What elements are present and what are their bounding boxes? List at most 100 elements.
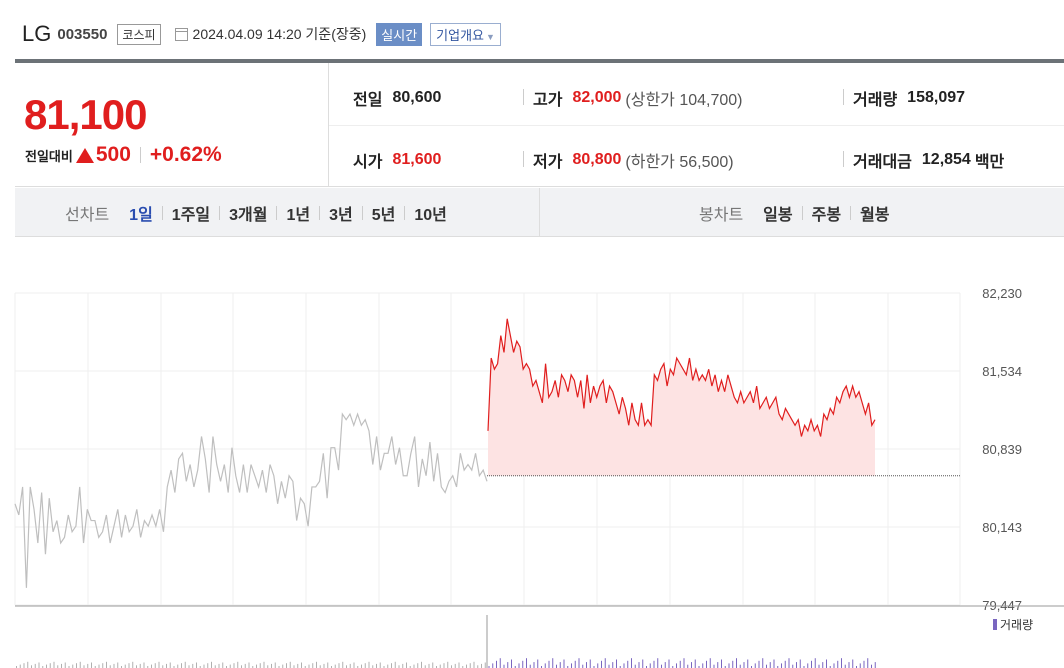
volume-bar — [192, 663, 194, 668]
volume-bar — [668, 659, 670, 668]
volume-bar — [597, 663, 599, 668]
quote-row-1: 전일 80,600 고가 82,000 (상한가 104,700) 거래량 15… — [329, 63, 1064, 126]
market-badge: 코스피 — [117, 23, 161, 45]
period-3y[interactable]: 3년 — [329, 206, 353, 224]
volume-bar — [567, 666, 569, 668]
volume-bar — [638, 662, 640, 668]
volume-bar — [784, 660, 786, 668]
volume-bar — [713, 664, 715, 668]
line-chart-label: 선차트 — [65, 206, 110, 224]
volume-bar — [196, 662, 197, 668]
volume-bar — [143, 662, 145, 668]
volume-bar — [526, 658, 527, 668]
volume-bar — [871, 664, 872, 668]
line-chart-options: 선차트 1일 1주일 3개월 1년 3년 5년 10년 — [65, 188, 447, 237]
volume-bar — [323, 663, 325, 668]
volume-bar — [822, 662, 824, 668]
volume-bar — [49, 663, 51, 668]
volume-bar — [563, 659, 565, 668]
volume-bar — [117, 662, 119, 668]
volume-bar — [61, 663, 62, 668]
volume-bar — [214, 665, 216, 668]
volume-bar — [338, 663, 340, 668]
candle-monthly[interactable]: 월봉 — [860, 206, 890, 224]
amount-value: 12,854 — [921, 151, 971, 168]
volume-bar — [766, 664, 767, 668]
volume-bar — [762, 658, 764, 668]
company-overview-dropdown[interactable]: 기업개요 ▼ — [430, 22, 501, 46]
volume-bar — [796, 662, 797, 668]
volume-bar — [124, 664, 126, 668]
up-triangle-icon — [75, 147, 94, 163]
volume-bar — [57, 665, 59, 668]
volume-bar — [203, 664, 205, 668]
volume-bar — [79, 661, 81, 668]
volume-bar — [346, 665, 347, 668]
volume-bar — [98, 664, 100, 668]
volume-bar — [533, 662, 535, 668]
period-1d[interactable]: 1일 — [129, 206, 153, 224]
volume-bar — [447, 661, 449, 668]
y-tick-label: 80,839 — [982, 442, 1022, 457]
volume-bar — [286, 663, 287, 668]
candle-weekly[interactable]: 주봉 — [811, 206, 842, 224]
volume-bar — [736, 658, 737, 668]
volume-bar — [574, 660, 576, 668]
divider — [539, 188, 540, 237]
candle-daily[interactable]: 일봉 — [763, 206, 793, 224]
realtime-button[interactable]: 실시간 — [376, 22, 423, 46]
volume-bar — [469, 663, 471, 668]
today-price-area — [488, 318, 875, 476]
volume-bar — [46, 664, 47, 668]
volume-bar — [211, 661, 212, 668]
volume-bar — [593, 666, 595, 668]
volume-bar — [856, 666, 857, 668]
period-1w[interactable]: 1주일 — [171, 206, 211, 224]
volume-bar — [571, 663, 572, 668]
volume-bar — [147, 666, 149, 668]
volume-bar — [353, 662, 355, 668]
volume-bar — [548, 660, 550, 668]
volume-bar — [128, 663, 130, 668]
volume-bar — [706, 660, 707, 668]
volume-bar — [477, 665, 479, 668]
divider — [404, 205, 406, 220]
lower-limit: (하한가 56,500) — [625, 154, 734, 171]
divider — [843, 151, 844, 167]
volume-bar — [443, 663, 445, 668]
period-10y[interactable]: 10년 — [414, 206, 447, 224]
volume-bar — [522, 660, 524, 668]
volume-bar — [278, 666, 280, 668]
volume-bar — [121, 666, 122, 668]
volume-bar — [53, 661, 55, 668]
volume-swatch — [993, 619, 997, 630]
candle-chart-options: 봉차트 일봉 주봉 월봉 — [699, 188, 890, 237]
volume-bar — [837, 660, 839, 668]
volume-bar — [304, 666, 306, 668]
volume-bar — [844, 664, 846, 668]
volume-bar — [259, 663, 261, 668]
open-label: 시가 — [353, 154, 383, 171]
volume-bar — [158, 661, 160, 668]
volume-bar — [87, 663, 89, 668]
volume-bar — [282, 664, 284, 668]
period-3m[interactable]: 3개월 — [229, 206, 268, 224]
volume-bar — [691, 662, 692, 668]
volume-bar — [151, 664, 152, 668]
volume-bar — [387, 664, 389, 668]
period-5y[interactable]: 5년 — [371, 206, 396, 224]
volume-bar — [271, 663, 272, 668]
volume-bar — [608, 664, 610, 668]
volume-bar — [31, 665, 32, 668]
volume-bar — [769, 662, 771, 668]
volume-bar — [649, 663, 651, 668]
divider — [319, 205, 321, 220]
volume-bar — [612, 662, 614, 668]
volume-bar — [747, 659, 749, 668]
volume-bar — [308, 664, 310, 668]
volume-bar — [237, 661, 239, 668]
period-1y[interactable]: 1년 — [286, 206, 311, 224]
divider — [161, 205, 163, 220]
volume-bar — [241, 665, 242, 668]
